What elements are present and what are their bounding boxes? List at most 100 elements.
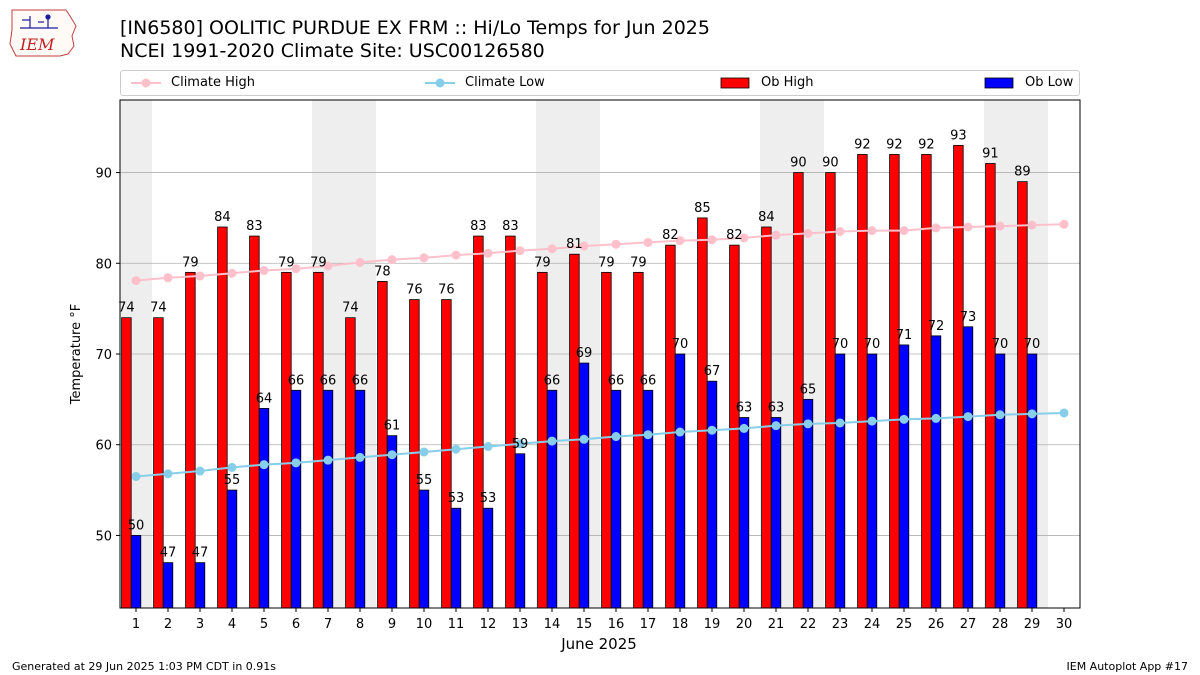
climate-low-point: [323, 455, 333, 465]
ob-low-bar: [322, 389, 334, 609]
ob-low-label: 66: [352, 373, 369, 388]
ob-high-bar: [1017, 181, 1028, 609]
legend-ob-high-label: Ob High: [761, 75, 814, 90]
climate-low-point: [803, 419, 813, 429]
ob-low-bar: [1026, 353, 1038, 609]
ob-high-label: 85: [694, 201, 711, 216]
climate-low-point: [547, 436, 557, 446]
ob-low-bar: [898, 344, 910, 609]
ob-high-bar: [921, 154, 932, 609]
iem-logo: IEM: [9, 9, 77, 57]
climate-low-point: [931, 413, 941, 423]
ob-high-label: 92: [854, 137, 871, 152]
climate-low-point: [611, 432, 621, 442]
x-tick-label: 13: [512, 617, 529, 632]
ob-low-label: 73: [960, 310, 977, 325]
ob-low-bar: [418, 489, 430, 609]
climate-high-point: [995, 221, 1005, 231]
x-tick-label: 23: [832, 617, 849, 632]
climate-high-point: [195, 271, 205, 281]
ob-low-bar: [354, 389, 366, 609]
ob-low-bar: [738, 417, 750, 609]
weather-station-icon: [20, 14, 58, 29]
ob-high-bar: [313, 271, 324, 609]
ob-low-bar: [930, 335, 942, 609]
ob-low-label: 72: [928, 319, 945, 334]
x-tick-label: 12: [480, 617, 497, 632]
ob-high-label: 84: [214, 210, 231, 225]
climate-high-point: [579, 241, 589, 251]
climate-high-line: [135, 223, 1065, 282]
climate-low-point: [771, 421, 781, 431]
ob-high-label: 93: [950, 128, 967, 143]
ob-high-bar: [697, 217, 708, 609]
ob-low-label: 67: [704, 364, 721, 379]
climate-high-point: [1027, 220, 1037, 230]
climate-low-point: [515, 439, 525, 449]
ob-low-bar: [450, 507, 462, 609]
ob-low-bar: [994, 353, 1006, 609]
climate-low-point: [227, 462, 237, 472]
ob-low-label: 70: [992, 337, 1009, 352]
x-tick-label: 26: [928, 617, 945, 632]
footer-generated-text: Generated at 29 Jun 2025 1:03 PM CDT in …: [12, 660, 277, 673]
climate-low-point: [291, 458, 301, 468]
ob-low-label: 66: [608, 373, 625, 388]
ob-high-label: 89: [1014, 165, 1031, 180]
y-tick-label: 60: [95, 439, 112, 454]
x-tick-label: 19: [704, 617, 721, 632]
ob-high-label: 79: [278, 255, 295, 270]
x-tick-label: 28: [992, 617, 1009, 632]
climate-low-point: [707, 425, 717, 435]
ob-low-label: 50: [128, 518, 145, 533]
climate-high-point: [707, 235, 717, 245]
x-tick-label: 17: [640, 617, 657, 632]
climate-high-point: [419, 253, 429, 263]
x-tick-label: 9: [388, 617, 396, 632]
y-tick-label: 50: [95, 529, 112, 544]
ob-low-label: 59: [512, 437, 529, 452]
ob-low-bar: [674, 353, 686, 609]
ob-low-label: 70: [832, 337, 849, 352]
x-tick-label: 25: [896, 617, 913, 632]
x-tick-label: 8: [356, 617, 364, 632]
climate-high-point: [835, 227, 845, 237]
ob-high-label: 79: [534, 255, 551, 270]
climate-low-point: [131, 471, 141, 481]
ob-high-bar: [761, 226, 772, 609]
ob-high-label: 81: [566, 237, 583, 252]
ob-high-bar: [505, 235, 516, 609]
ob-high-label: 82: [662, 228, 679, 243]
ob-high-label: 91: [982, 147, 999, 162]
x-tick-label: 27: [960, 617, 977, 632]
x-tick-label: 30: [1056, 617, 1073, 632]
footer-app-text: IEM Autoplot App #17: [1066, 660, 1189, 673]
climate-high-point: [163, 273, 173, 283]
ob-low-bar: [802, 398, 814, 609]
ob-high-bar: [569, 253, 580, 609]
legend-climate-low-label: Climate Low: [465, 75, 545, 90]
ob-high-bar: [953, 144, 964, 609]
climate-high-point: [643, 237, 653, 247]
ob-low-bar: [706, 380, 718, 609]
climate-low-point: [995, 410, 1005, 420]
climate-low-point: [835, 418, 845, 428]
x-tick-label: 14: [544, 617, 561, 632]
ob-high-bar: [377, 281, 388, 609]
x-tick-label: 24: [864, 617, 881, 632]
ob-low-label: 47: [160, 546, 177, 561]
x-tick-label: 6: [292, 617, 300, 632]
climate-low-line: [135, 411, 1065, 478]
ob-high-bar: [249, 235, 260, 609]
x-tick-label: 7: [324, 617, 332, 632]
chart-title: [IN6580] OOLITIC PURDUE EX FRM :: Hi/Lo …: [120, 17, 710, 39]
ob-low-label: 53: [448, 491, 465, 506]
ob-high-label: 74: [150, 301, 167, 316]
climate-low-point: [259, 460, 269, 470]
ob-high-label: 92: [886, 137, 903, 152]
ob-low-label: 55: [416, 473, 433, 488]
climate-high-point: [227, 268, 237, 278]
ob-high-bar: [345, 317, 356, 609]
x-axis-label: June 2025: [560, 635, 637, 653]
plot-frame: [119, 99, 1081, 609]
